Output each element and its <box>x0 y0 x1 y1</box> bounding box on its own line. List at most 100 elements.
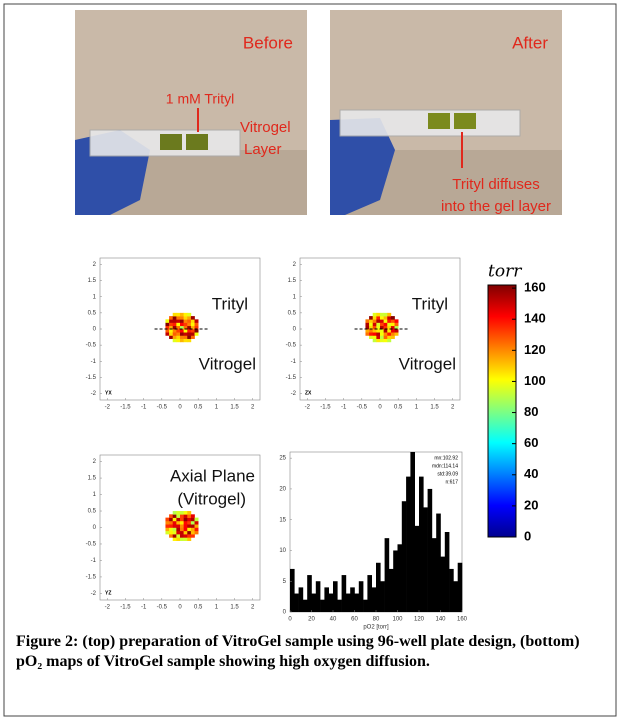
map-pixel <box>176 537 180 541</box>
map-pixel <box>195 332 199 336</box>
map-pixel <box>187 316 191 320</box>
map-pixel <box>169 521 173 525</box>
histogram-bar <box>337 600 342 612</box>
map-annotation: (Vitrogel) <box>177 489 246 508</box>
histogram-stat: std:39.09 <box>437 471 458 477</box>
map-pixel <box>384 319 388 323</box>
map-pixel <box>165 332 169 336</box>
map-pixel <box>173 335 177 339</box>
histogram-bar <box>359 581 364 612</box>
histogram-bar <box>453 581 458 612</box>
x-tick-label: -2 <box>305 405 311 411</box>
map-pixel <box>380 332 384 336</box>
x-tick-label: 120 <box>414 617 425 623</box>
map-pixel <box>169 323 173 327</box>
map-pixel <box>191 329 195 333</box>
map-pixel <box>187 335 191 339</box>
y-tick-label: -1.5 <box>86 375 97 381</box>
colorbar-tick-label: 140 <box>524 311 546 326</box>
map-pixel <box>187 329 191 333</box>
map-pixel <box>187 319 191 323</box>
map-pixel <box>180 534 184 538</box>
map-pixel <box>380 319 384 323</box>
map-annotation: Trityl <box>212 294 248 313</box>
map-pixel <box>391 332 395 336</box>
x-tick-label: -1.5 <box>320 405 331 411</box>
histogram-bar <box>432 538 437 612</box>
y-tick-label: -0.5 <box>86 343 97 349</box>
histogram-bar <box>398 544 403 612</box>
map-pixel <box>380 323 384 327</box>
map-annotation: Vitrogel <box>199 354 256 373</box>
map-pixel <box>387 339 391 343</box>
map-pixel <box>173 534 177 538</box>
map-pixel <box>384 323 388 327</box>
map-pixel <box>387 313 391 317</box>
x-tick-label: 0 <box>178 605 182 611</box>
map-pixel <box>180 319 184 323</box>
map-pixel <box>395 319 399 323</box>
map-pixel <box>387 335 391 339</box>
map-pixel <box>373 313 377 317</box>
map-pixel <box>376 339 380 343</box>
histogram-bar <box>355 594 360 612</box>
colorbar-tick-label: 100 <box>524 373 546 388</box>
map-pixel <box>180 514 184 518</box>
map-pixel <box>180 511 184 515</box>
map-pixel <box>384 332 388 336</box>
map-pixel <box>376 319 380 323</box>
map-pixel <box>184 537 188 541</box>
map-pixel <box>180 329 184 333</box>
y-tick-label: 2 <box>293 262 297 268</box>
y-tick-label: 0.5 <box>288 310 297 316</box>
map-pixel <box>376 316 380 320</box>
map-pixel <box>384 329 388 333</box>
map-pixel <box>184 518 188 522</box>
y-tick-label: 0 <box>283 610 287 616</box>
x-tick-label: -2 <box>105 405 111 411</box>
photo-after: After Trityl diffuses into the gel layer <box>330 10 562 215</box>
map-pixel <box>376 335 380 339</box>
map-pixel <box>169 335 173 339</box>
map-pixel <box>387 319 391 323</box>
y-tick-label: 1 <box>293 294 297 300</box>
histogram-bar <box>393 550 398 612</box>
y-tick-label: 0.5 <box>88 310 97 316</box>
x-tick-label: 80 <box>373 617 380 623</box>
map-pixel <box>180 518 184 522</box>
map-pixel <box>384 335 388 339</box>
y-tick-label: 0 <box>93 327 97 333</box>
map-pixel <box>187 521 191 525</box>
map-pixel <box>173 511 177 515</box>
map-pixel <box>369 323 373 327</box>
y-tick-label: -1 <box>91 359 97 365</box>
caption: Figure 2: (top) preparation of VitroGel … <box>16 632 596 672</box>
map-pixel <box>191 518 195 522</box>
layer-label: Vitrogel <box>240 119 291 136</box>
x-tick-label: 0.5 <box>194 605 203 611</box>
histogram-bar <box>458 563 463 612</box>
map-pixel <box>180 316 184 320</box>
histogram-bar <box>402 501 407 612</box>
y-tick-label: 25 <box>279 456 286 462</box>
histogram-bar <box>449 569 454 612</box>
map-annotation: Axial Plane <box>170 466 255 485</box>
map-pixel <box>173 521 177 525</box>
map-pixel <box>187 313 191 317</box>
map-pixel <box>376 332 380 336</box>
map-pixel <box>391 335 395 339</box>
map-pixel <box>187 339 191 343</box>
map-pixel <box>191 514 195 518</box>
x-tick-label: 1 <box>215 405 219 411</box>
map-pixel <box>191 332 195 336</box>
map-pixel <box>173 313 177 317</box>
map-pixel <box>173 528 177 532</box>
colorbar-tick-label: 20 <box>524 497 538 512</box>
x-tick-label: 60 <box>351 617 358 623</box>
histogram-bar <box>410 452 415 612</box>
map-pixel <box>173 531 177 535</box>
map-pixel <box>184 339 188 343</box>
x-tick-label: -1.5 <box>120 405 131 411</box>
y-tick-label: -0.5 <box>86 542 97 548</box>
colorbar-unit: torr <box>488 262 522 282</box>
